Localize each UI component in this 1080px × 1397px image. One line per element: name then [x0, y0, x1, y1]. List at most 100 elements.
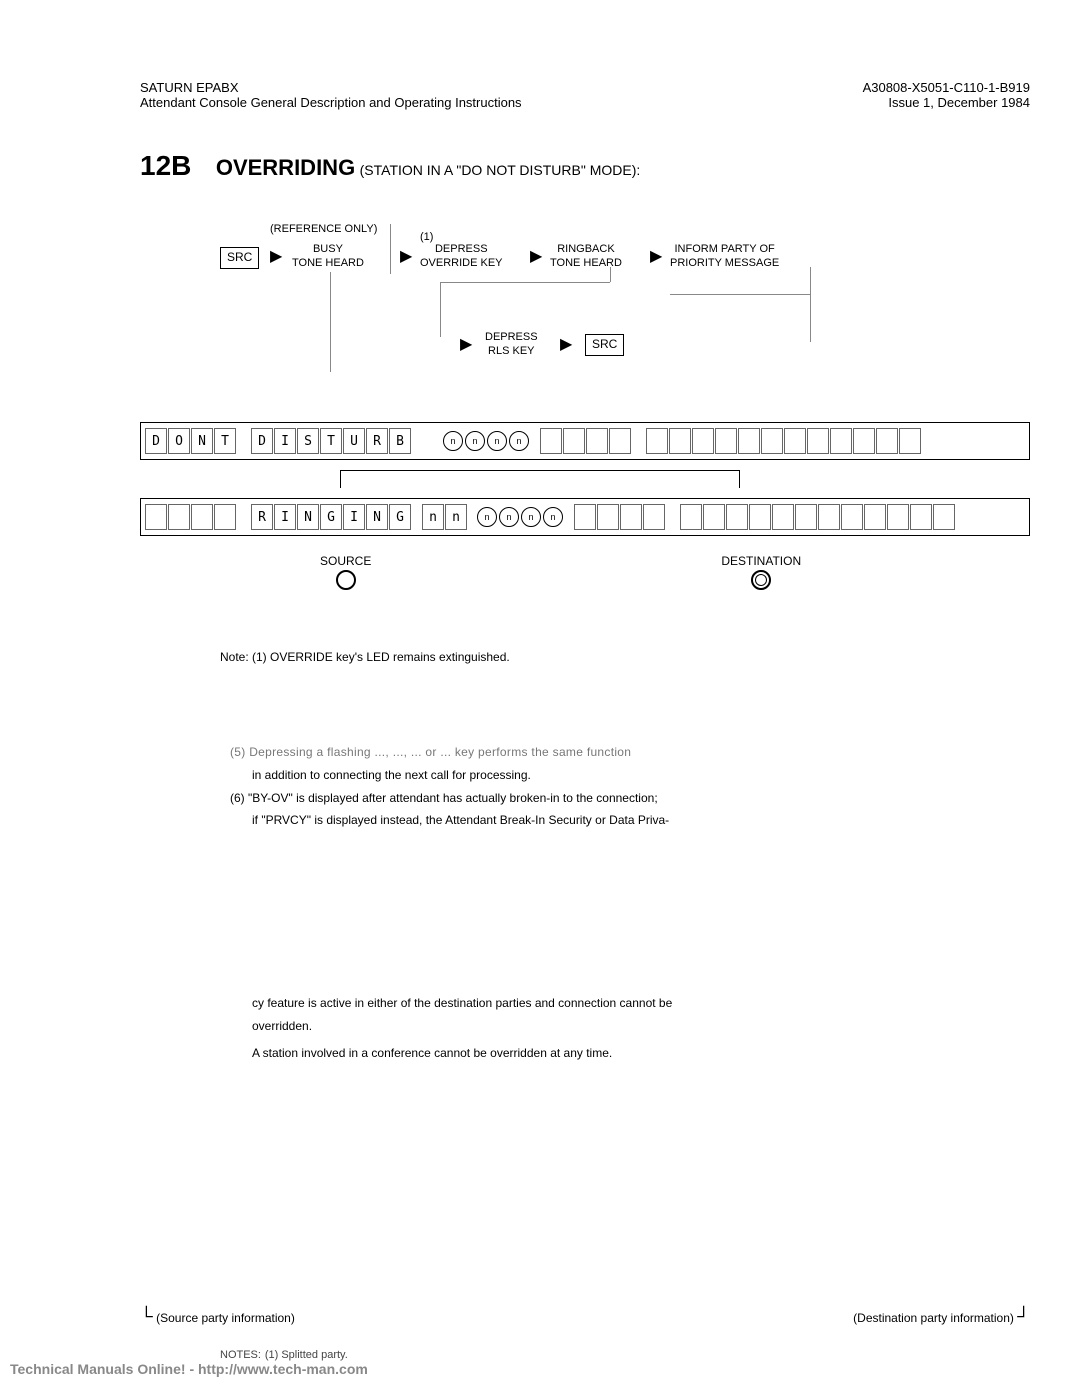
- body-garbled-line: (5) Depressing a flashing ..., ..., ... …: [230, 744, 810, 761]
- char-cell: [864, 504, 886, 530]
- header-subtitle: Attendant Console General Description an…: [140, 95, 522, 110]
- section-number: 12B: [140, 150, 191, 181]
- icon-cell: n: [443, 431, 463, 451]
- char-cell: [609, 428, 631, 454]
- src-tag: SRC: [585, 334, 624, 356]
- arrow-icon: ▶: [560, 334, 572, 354]
- char-cell: S: [297, 428, 319, 454]
- char-cell: n: [445, 504, 467, 530]
- char-cell: [715, 428, 737, 454]
- body-line: A station involved in a conference canno…: [252, 1045, 832, 1062]
- flow-depress-override: DEPRESS OVERRIDE KEY: [420, 242, 503, 271]
- char-cell: T: [320, 428, 342, 454]
- char-cell: G: [389, 504, 411, 530]
- char-cell: [876, 428, 898, 454]
- section-subheading: (STATION IN A "DO NOT DISTURB" MODE):: [360, 162, 641, 178]
- source-party-text: (Source party information): [156, 1311, 295, 1325]
- flow-src2-box: SRC: [585, 334, 624, 356]
- note-text: Note: (1) OVERRIDE key's LED remains ext…: [220, 650, 1030, 664]
- char-cell: [620, 504, 642, 530]
- char-cell: [145, 504, 167, 530]
- body-line: cy feature is active in either of the de…: [252, 995, 832, 1012]
- char-cell: [933, 504, 955, 530]
- char-cell: [574, 504, 596, 530]
- char-cell: n: [422, 504, 444, 530]
- char-cell: [586, 428, 608, 454]
- icon-cell: n: [487, 431, 507, 451]
- char-cell: G: [320, 504, 342, 530]
- icon-cell: n: [499, 507, 519, 527]
- char-cell: [680, 504, 702, 530]
- char-cell: [910, 504, 932, 530]
- char-cell: O: [168, 428, 190, 454]
- body-line: (6) "BY-OV" is displayed after attendant…: [230, 790, 810, 807]
- flow-depress-rls: DEPRESS RLS KEY: [485, 330, 538, 359]
- flow-line: [670, 294, 810, 295]
- char-cell: [887, 504, 909, 530]
- icon-cell: n: [477, 507, 497, 527]
- source-label-block: SOURCE: [320, 554, 371, 590]
- char-cell: [772, 504, 794, 530]
- source-circle-icon: [336, 570, 356, 590]
- flow-src-box: SRC: [220, 247, 259, 269]
- arrow-icon: ▶: [400, 246, 412, 266]
- flow-ringback: RINGBACK TONE HEARD: [550, 242, 622, 271]
- char-cell: [191, 504, 213, 530]
- char-cell: [726, 504, 748, 530]
- footer-notes: NOTES: (1) Splitted party. Technical Man…: [10, 1345, 368, 1377]
- char-cell: R: [251, 504, 273, 530]
- flow-line: [440, 282, 441, 337]
- header-right: A30808-X5051-C110-1-B919 Issue 1, Decemb…: [863, 80, 1030, 110]
- notes-label: NOTES:: [220, 1349, 261, 1361]
- char-cell: N: [191, 428, 213, 454]
- watermark-text: Technical Manuals Online! - http://www.t…: [10, 1361, 368, 1377]
- char-cell: [807, 428, 829, 454]
- char-cell: [563, 428, 585, 454]
- arrow-icon: ▶: [460, 334, 472, 354]
- src-tag: SRC: [220, 247, 259, 269]
- header-issue: Issue 1, December 1984: [863, 95, 1030, 110]
- source-party-info: └ (Source party information): [140, 1306, 295, 1327]
- char-cell: I: [343, 504, 365, 530]
- display-panel-2: R I N G I N G n n n n n n: [140, 498, 1030, 536]
- header-left: SATURN EPABX Attendant Console General D…: [140, 80, 522, 110]
- flow-line: [440, 282, 610, 283]
- char-cell: B: [389, 428, 411, 454]
- flow-ref-label: (REFERENCE ONLY): [270, 222, 377, 236]
- char-cell: N: [366, 504, 388, 530]
- footer-info-row: └ (Source party information) (Destinatio…: [140, 1306, 1030, 1327]
- bracket-icon: └: [140, 1306, 153, 1326]
- flow-line: [610, 267, 611, 282]
- bracket-icon: ┘: [1017, 1306, 1030, 1326]
- section-heading: OVERRIDING: [216, 155, 355, 180]
- char-cell: N: [297, 504, 319, 530]
- char-cell: [646, 428, 668, 454]
- char-cell: [168, 504, 190, 530]
- flow-line: [810, 267, 811, 342]
- char-cell: U: [343, 428, 365, 454]
- char-cell: D: [145, 428, 167, 454]
- header-docnum: A30808-X5051-C110-1-B919: [863, 80, 1030, 95]
- arrow-icon: ▶: [270, 246, 282, 266]
- section-title: 12B OVERRIDING (STATION IN A "DO NOT DIS…: [140, 150, 1030, 182]
- display-panel-1: D O N T D I S T U R B n n n n: [140, 422, 1030, 460]
- char-cell: T: [214, 428, 236, 454]
- notes-text: (1) Splitted party.: [265, 1349, 348, 1361]
- divider: [390, 224, 391, 274]
- char-cell: R: [366, 428, 388, 454]
- char-cell: [784, 428, 806, 454]
- char-cell: [214, 504, 236, 530]
- char-cell: [841, 504, 863, 530]
- icon-cell: n: [543, 507, 563, 527]
- char-cell: [703, 504, 725, 530]
- char-cell: [738, 428, 760, 454]
- body-line: in addition to connecting the next call …: [252, 767, 832, 784]
- flow-line: [330, 272, 331, 372]
- char-cell: I: [274, 504, 296, 530]
- char-cell: [669, 428, 691, 454]
- char-cell: D: [251, 428, 273, 454]
- body-line: if "PRVCY" is displayed instead, the Att…: [252, 812, 832, 829]
- destination-party-info: (Destination party information) ┘: [853, 1306, 1030, 1327]
- char-cell: [540, 428, 562, 454]
- source-label: SOURCE: [320, 554, 371, 568]
